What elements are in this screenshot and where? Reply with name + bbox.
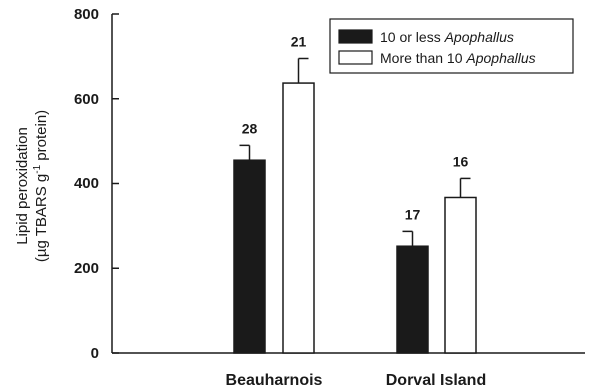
legend-label-high-prefix: More than 10 <box>380 50 466 66</box>
errbar-dorval-high <box>459 177 471 198</box>
legend-label-high-italic: Apophallus <box>465 50 535 66</box>
errbar-beauharnois-high <box>297 57 309 84</box>
legend-swatch-high <box>338 50 373 65</box>
legend-label-low-prefix: 10 or less <box>380 29 445 45</box>
x-category-label-beauharnois: Beauharnois <box>226 372 323 388</box>
legend-swatch-low <box>338 29 373 44</box>
errbar-dorval-low <box>402 230 414 247</box>
y-tick-label: 400 <box>74 175 99 192</box>
bar-beauharnois-low <box>233 159 266 354</box>
x-category-label-dorval: Dorval Island <box>386 372 486 388</box>
y-tick-label: 200 <box>74 260 99 277</box>
legend-label-low: 10 or less Apophallus <box>380 29 514 45</box>
y-axis-title-line2: (µg TBARS g-1 protein) <box>32 110 50 262</box>
y-tick-labels: 0 200 400 600 800 <box>74 6 99 362</box>
y-axis-title-line2-pre: (µg TBARS g <box>33 174 50 262</box>
legend-label-low-italic: Apophallus <box>444 29 514 45</box>
y-tick-label: 600 <box>74 91 99 108</box>
y-ticks <box>112 13 119 354</box>
data-labels: 28 21 17 16 <box>242 33 469 222</box>
error-bars <box>239 57 471 247</box>
data-label-dorval-low: 17 <box>405 206 421 222</box>
data-label-beauharnois-low: 28 <box>242 120 258 136</box>
bar-dorval-low <box>396 245 429 354</box>
legend-label-high: More than 10 Apophallus <box>380 50 536 66</box>
bar-dorval-high <box>444 196 477 354</box>
errbar-beauharnois-low <box>239 144 251 161</box>
bar-beauharnois-high <box>282 82 315 354</box>
y-tick-label: 0 <box>91 345 99 362</box>
y-axis-title-line2-sup: -1 <box>32 164 43 173</box>
y-tick-label: 800 <box>74 6 99 23</box>
data-label-beauharnois-high: 21 <box>291 33 307 49</box>
data-label-dorval-high: 16 <box>453 153 469 169</box>
y-axis-title-line2-post: protein) <box>33 110 50 165</box>
bars <box>233 82 477 354</box>
y-axis-title-line1: Lipid peroxidation <box>14 127 31 245</box>
legend: 10 or less Apophallus More than 10 Apoph… <box>329 18 574 74</box>
